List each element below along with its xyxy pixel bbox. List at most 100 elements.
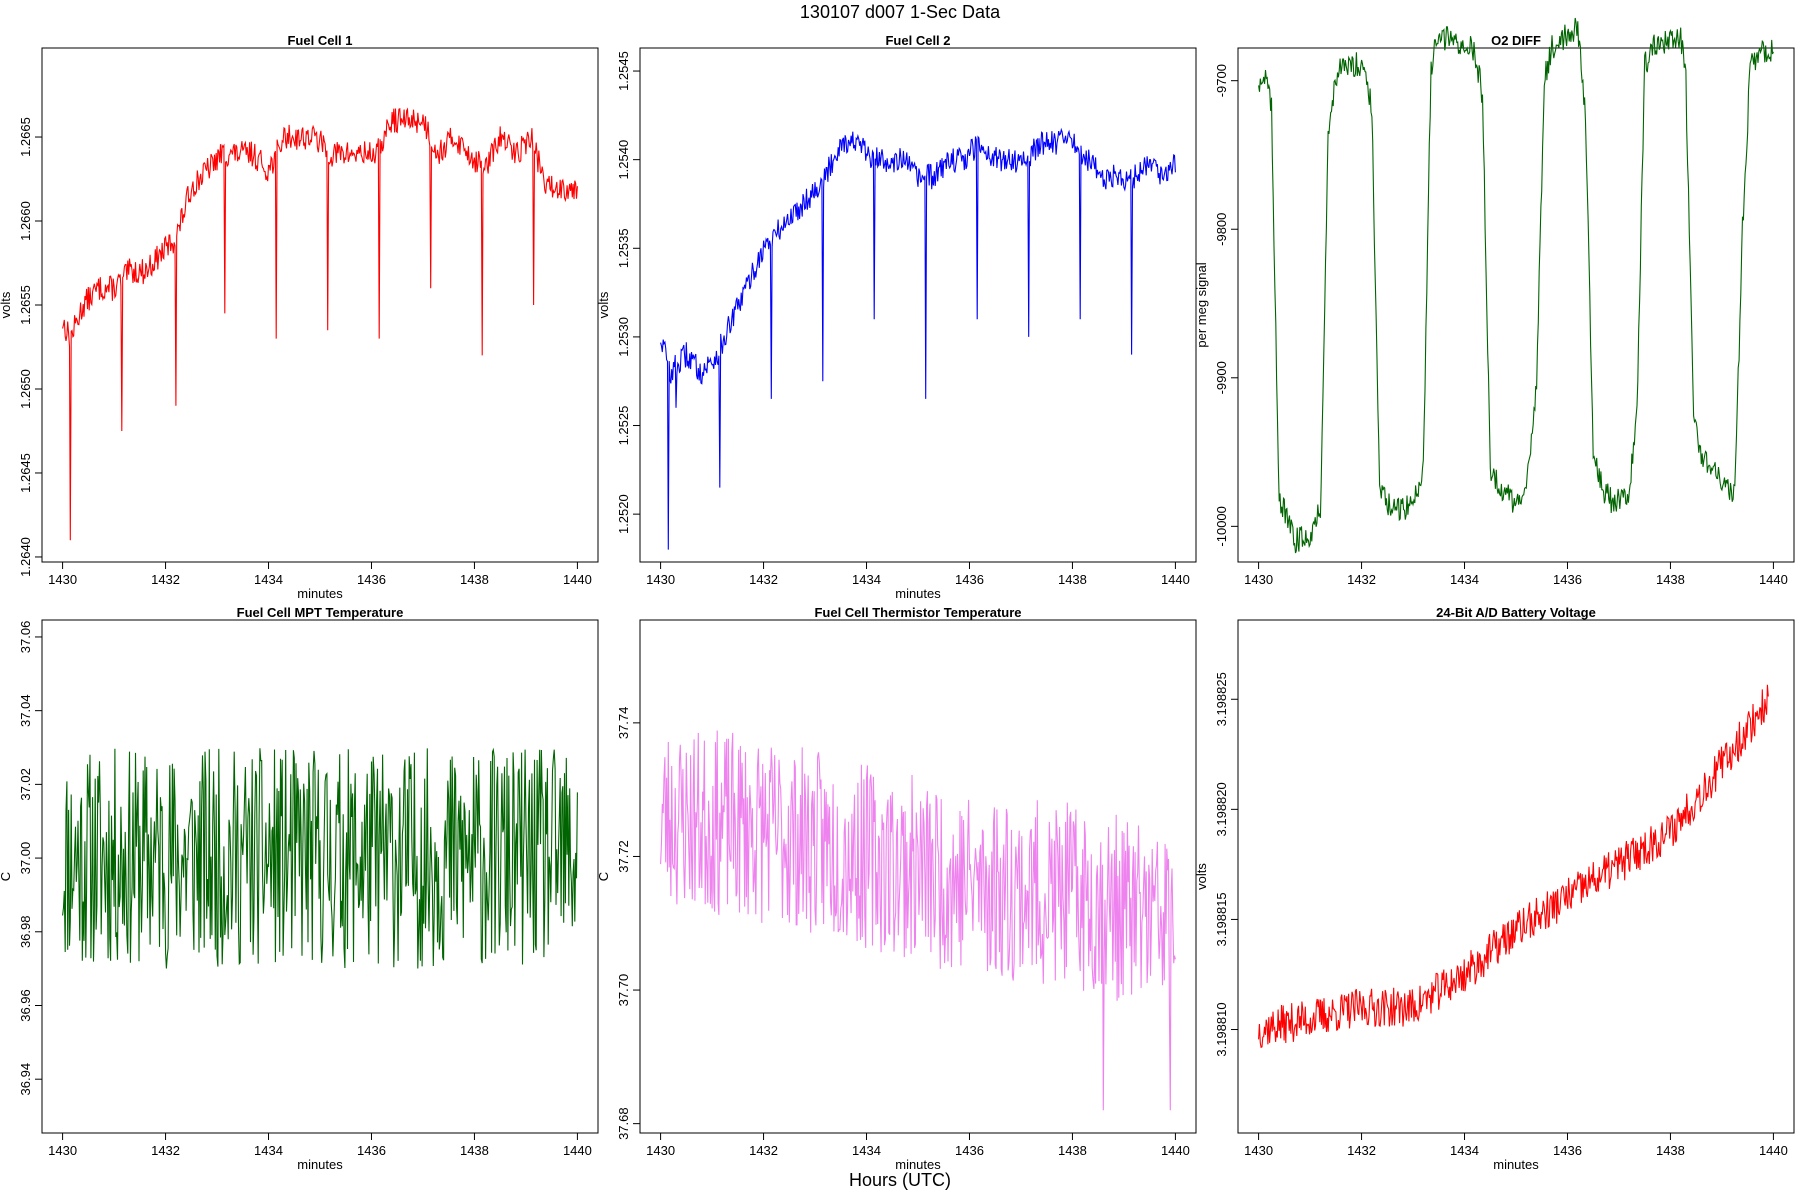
x-tick-label: 1430 — [1244, 1143, 1273, 1158]
series-line — [1258, 684, 1769, 1049]
x-tick-label: 1430 — [646, 1143, 675, 1158]
series-line — [660, 730, 1176, 1111]
chart-title: Fuel Cell 2 — [885, 33, 950, 48]
y-tick-label: 1.2525 — [616, 406, 631, 446]
x-tick-label: 1434 — [852, 572, 881, 587]
y-tick-label: 37.68 — [616, 1107, 631, 1140]
x-tick-label: 1438 — [1058, 572, 1087, 587]
y-axis-label: volts — [596, 291, 611, 318]
y-tick-label: -9800 — [1214, 213, 1229, 246]
series-line — [1258, 17, 1774, 554]
x-tick-label: 1432 — [749, 572, 778, 587]
series-line — [660, 127, 1176, 550]
x-tick-label: 1434 — [1450, 572, 1479, 587]
x-tick-label: 1440 — [563, 572, 592, 587]
x-tick-label: 1436 — [1553, 1143, 1582, 1158]
x-tick-label: 1440 — [563, 1143, 592, 1158]
y-tick-label: 1.2540 — [616, 140, 631, 180]
x-tick-label: 1438 — [460, 572, 489, 587]
series-line — [62, 107, 578, 541]
x-tick-label: 1432 — [749, 1143, 778, 1158]
x-axis-label: minutes — [297, 586, 343, 601]
x-tick-label: 1434 — [852, 1143, 881, 1158]
y-tick-label: 3.198820 — [1214, 782, 1229, 836]
y-axis-label: C — [0, 872, 13, 881]
x-tick-label: 1430 — [48, 572, 77, 587]
y-tick-label: 1.2545 — [616, 51, 631, 91]
chart-title: O2 DIFF — [1491, 33, 1541, 48]
y-axis-label: C — [596, 872, 611, 881]
x-tick-label: 1438 — [1656, 572, 1685, 587]
y-tick-label: 1.2645 — [18, 453, 33, 493]
plot-frame — [41, 619, 599, 1134]
y-tick-label: 1.2640 — [18, 537, 33, 577]
plot-frame — [1237, 47, 1795, 563]
x-tick-label: 1430 — [646, 572, 675, 587]
x-tick-label: 1436 — [1553, 572, 1582, 587]
x-tick-label: 1436 — [357, 572, 386, 587]
y-tick-label: 1.2660 — [18, 201, 33, 241]
x-tick-label: 1432 — [1347, 572, 1376, 587]
chart-panel-2: Fuel Cell 2 1430 1432 1434 1436 1438 1440 minut… — [596, 33, 1197, 601]
plot-frame — [639, 47, 1197, 563]
x-tick-label: 1440 — [1161, 1143, 1190, 1158]
x-axis-label: minutes — [895, 1157, 941, 1172]
x-tick-label: 1438 — [1656, 1143, 1685, 1158]
y-tick-label: 3.198825 — [1214, 672, 1229, 726]
x-tick-label: 1436 — [357, 1143, 386, 1158]
y-tick-label: 36.94 — [18, 1063, 33, 1096]
y-tick-label: 1.2520 — [616, 494, 631, 534]
x-tick-label: 1434 — [254, 572, 283, 587]
x-tick-label: 1440 — [1759, 572, 1788, 587]
x-axis-label: minutes — [895, 586, 941, 601]
x-tick-label: 1440 — [1161, 572, 1190, 587]
chart-panel-3: O2 DIFF 1430 1432 1434 1436 1438 1440 -10000 -99… — [1194, 17, 1795, 587]
y-tick-label: 3.198810 — [1214, 1002, 1229, 1056]
x-tick-label: 1434 — [1450, 1143, 1479, 1158]
x-tick-label: 1436 — [955, 572, 984, 587]
plot-frame — [639, 619, 1197, 1134]
chart-panel-1: Fuel Cell 1 1430 1432 1434 1436 1438 1440 minut… — [0, 33, 599, 601]
chart-panel-5: Fuel Cell Thermistor Temperature 1430 1432… — [596, 605, 1197, 1172]
x-tick-label: 1432 — [151, 572, 180, 587]
y-tick-label: 1.2530 — [616, 317, 631, 357]
x-axis-label: minutes — [297, 1157, 343, 1172]
y-tick-label: -10000 — [1214, 506, 1229, 546]
y-tick-label: 37.72 — [616, 840, 631, 873]
chart-panel-4: Fuel Cell MPT Temperature 1430 1432 1434 143… — [0, 605, 599, 1172]
x-tick-label: 1440 — [1759, 1143, 1788, 1158]
y-axis-label: volts — [0, 291, 13, 318]
x-axis-outer-label: Hours (UTC) — [849, 1170, 951, 1190]
y-tick-label: 1.2535 — [616, 228, 631, 268]
y-axis-label: per meg signal — [1194, 262, 1209, 347]
x-axis-label: minutes — [1493, 1157, 1539, 1172]
y-tick-label: 36.96 — [18, 989, 33, 1022]
y-tick-label: 37.06 — [18, 621, 33, 654]
y-tick-label: 1.2665 — [18, 117, 33, 157]
y-tick-label: -9700 — [1214, 64, 1229, 97]
page-title: 130107 d007 1-Sec Data — [799, 2, 1001, 22]
x-tick-label: 1434 — [254, 1143, 283, 1158]
plot-frame — [1237, 619, 1795, 1134]
y-tick-label: 37.04 — [18, 694, 33, 727]
chart-title: Fuel Cell MPT Temperature — [237, 605, 404, 620]
x-tick-label: 1438 — [460, 1143, 489, 1158]
x-tick-label: 1432 — [1347, 1143, 1376, 1158]
chart-title: Fuel Cell 1 — [287, 33, 352, 48]
y-tick-label: 37.02 — [18, 768, 33, 801]
y-tick-label: -9900 — [1214, 361, 1229, 394]
y-tick-label: 1.2650 — [18, 369, 33, 409]
x-tick-label: 1438 — [1058, 1143, 1087, 1158]
chart-panel-6: 24-Bit A/D Battery Voltage 1430 1432 1434 14… — [1194, 605, 1795, 1172]
x-tick-label: 1430 — [48, 1143, 77, 1158]
x-tick-label: 1432 — [151, 1143, 180, 1158]
series-line — [62, 747, 578, 969]
plot-frame — [41, 47, 599, 563]
y-tick-label: 36.98 — [18, 916, 33, 949]
y-tick-label: 37.74 — [616, 707, 631, 740]
y-tick-label: 37.70 — [616, 974, 631, 1007]
chart-title: Fuel Cell Thermistor Temperature — [814, 605, 1021, 620]
y-tick-label: 3.198815 — [1214, 892, 1229, 946]
x-tick-label: 1436 — [955, 1143, 984, 1158]
